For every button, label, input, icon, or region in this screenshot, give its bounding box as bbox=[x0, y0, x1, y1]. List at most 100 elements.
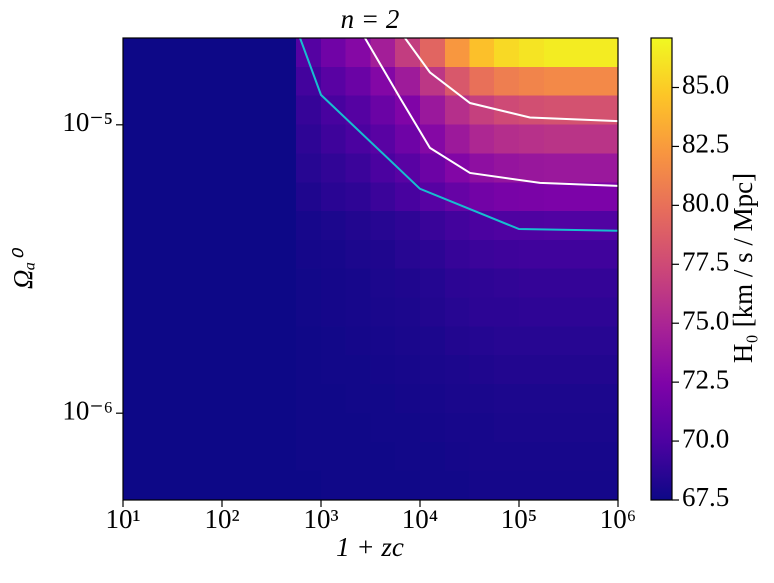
heatmap-cell bbox=[444, 384, 471, 414]
heatmap-cell bbox=[246, 412, 273, 443]
heatmap-cell bbox=[271, 412, 297, 443]
heatmap-cell bbox=[321, 268, 347, 299]
heatmap-cell bbox=[370, 153, 396, 183]
heatmap-cell bbox=[321, 412, 347, 443]
heatmap-cell bbox=[197, 355, 223, 385]
heatmap-cell bbox=[147, 66, 174, 97]
heatmap-cell bbox=[593, 297, 619, 327]
heatmap-cell bbox=[296, 268, 322, 299]
heatmap-cell bbox=[444, 239, 471, 270]
heatmap-cell bbox=[246, 355, 273, 385]
heatmap-cell bbox=[246, 326, 273, 356]
heatmap-cell bbox=[568, 441, 594, 472]
heatmap-cell bbox=[246, 441, 273, 472]
heatmap-cell bbox=[271, 239, 297, 270]
heatmap-cell bbox=[123, 355, 149, 385]
heatmap-cell bbox=[197, 412, 223, 443]
heatmap-cell bbox=[222, 66, 248, 97]
y-axis-label: Ωₐ⁰ bbox=[8, 247, 38, 289]
heatmap-cell bbox=[420, 470, 446, 501]
heatmap-cell bbox=[593, 355, 619, 385]
heatmap-cell bbox=[444, 66, 471, 97]
heatmap-cell bbox=[543, 182, 570, 212]
heatmap-cell bbox=[172, 95, 198, 126]
chart-title: n = 2 bbox=[341, 4, 400, 34]
heatmap-cell bbox=[345, 211, 372, 241]
heatmap-cell bbox=[519, 412, 545, 443]
x-tick-label: 10³ bbox=[303, 504, 338, 534]
heatmap-cell bbox=[543, 124, 570, 154]
heatmap-cell bbox=[519, 211, 545, 241]
heatmap-cell bbox=[296, 470, 322, 501]
heatmap-cell bbox=[395, 66, 421, 97]
heatmap-cell bbox=[494, 211, 520, 241]
heatmap-cell bbox=[296, 412, 322, 443]
heatmap-cell bbox=[494, 66, 520, 97]
heatmap-cell bbox=[123, 412, 149, 443]
heatmap-cell bbox=[271, 297, 297, 327]
heatmap-cell bbox=[519, 239, 545, 270]
heatmap-cell bbox=[271, 153, 297, 183]
heatmap-cell bbox=[444, 211, 471, 241]
heatmap-cell bbox=[494, 182, 520, 212]
heatmap-cell bbox=[271, 355, 297, 385]
heatmap-cell bbox=[420, 95, 446, 126]
heatmap-cell bbox=[172, 239, 198, 270]
heatmap-cell bbox=[246, 124, 273, 154]
heatmap-cell bbox=[222, 124, 248, 154]
heatmap-cell bbox=[123, 326, 149, 356]
heatmap-cell bbox=[395, 182, 421, 212]
heatmap-cell bbox=[543, 211, 570, 241]
colorbar-tick-label: 77.5 bbox=[682, 246, 729, 276]
heatmap-cell bbox=[345, 355, 372, 385]
heatmap-cell bbox=[519, 66, 545, 97]
heatmap-cell bbox=[271, 124, 297, 154]
heatmap-cell bbox=[568, 412, 594, 443]
heatmap-cell bbox=[469, 38, 495, 68]
heatmap-cell bbox=[345, 66, 372, 97]
heatmap-cell bbox=[370, 470, 396, 501]
heatmap-cell bbox=[172, 182, 198, 212]
heatmap-cell bbox=[197, 182, 223, 212]
heatmap-cell bbox=[172, 38, 198, 68]
heatmap-cell bbox=[568, 355, 594, 385]
heatmap-cell bbox=[444, 38, 471, 68]
heatmap-cell bbox=[370, 124, 396, 154]
heatmap-cell bbox=[147, 153, 174, 183]
heatmap-cell bbox=[593, 153, 619, 183]
heatmap-cell bbox=[271, 66, 297, 97]
x-tick-label: 10⁶ bbox=[600, 504, 636, 534]
heatmap-cell bbox=[469, 470, 495, 501]
heatmap-cell bbox=[494, 38, 520, 68]
heatmap-cell bbox=[296, 211, 322, 241]
heatmap-cell bbox=[123, 384, 149, 414]
plot-frame bbox=[122, 37, 619, 501]
heatmap-cell bbox=[543, 326, 570, 356]
heatmap-cell bbox=[197, 326, 223, 356]
heatmap-cell bbox=[543, 268, 570, 299]
heatmap-cell bbox=[543, 384, 570, 414]
heatmap-cell bbox=[420, 384, 446, 414]
heatmap-cell bbox=[519, 124, 545, 154]
heatmap-cell bbox=[321, 441, 347, 472]
colorbar-label: H₀ [km / s / Mpc] bbox=[728, 173, 758, 363]
heatmap-cell bbox=[147, 268, 174, 299]
heatmap-cell bbox=[147, 355, 174, 385]
heatmap-cell bbox=[370, 268, 396, 299]
heatmap-cell bbox=[296, 384, 322, 414]
colorbar-tick-label: 70.0 bbox=[682, 423, 729, 453]
heatmap-cell bbox=[147, 412, 174, 443]
heatmap-cell bbox=[494, 355, 520, 385]
heatmap-cell bbox=[321, 66, 347, 97]
heatmap-cell bbox=[444, 153, 471, 183]
heatmap-cell bbox=[395, 211, 421, 241]
heatmap-cell bbox=[494, 297, 520, 327]
heatmap-cell bbox=[271, 470, 297, 501]
heatmap-cell bbox=[296, 326, 322, 356]
heatmap-cell bbox=[494, 412, 520, 443]
heatmap-cell bbox=[271, 384, 297, 414]
heatmap-cell bbox=[469, 268, 495, 299]
heatmap-cell bbox=[568, 124, 594, 154]
heatmap-cell bbox=[147, 182, 174, 212]
